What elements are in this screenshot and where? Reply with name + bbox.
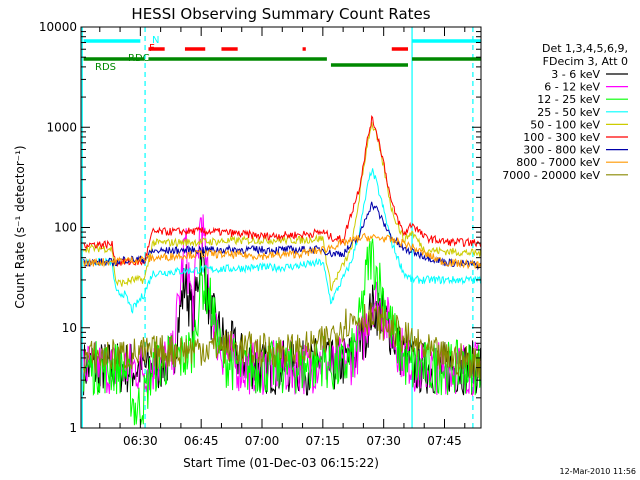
legend-header-line-1: Det 1,3,4,5,6,9,	[542, 42, 628, 55]
legend-label-1: 6 - 12 keV	[544, 81, 600, 94]
chart-title: HESSI Observing Summary Count Rates	[131, 5, 430, 23]
x-tick-label-0: 06:30	[123, 434, 158, 448]
y-tick-label-2: 100	[54, 221, 77, 235]
series-line-3	[83, 168, 482, 314]
legend-header-line-2: FDecim 3, Att 0	[543, 55, 628, 68]
legend-label-6: 300 - 800 keV	[523, 144, 600, 157]
legend-label-0: 3 - 6 keV	[551, 68, 600, 81]
axes: 1 10 100 1000 10000 06:30 06:45 07:00 07:15 07:30…	[39, 20, 482, 448]
series-layer	[83, 114, 482, 426]
y-tick-label-0: 1	[69, 421, 77, 435]
x-tick-label-5: 07:45	[427, 434, 462, 448]
series-line-6	[83, 201, 482, 271]
legend-label-5: 100 - 300 keV	[523, 131, 600, 144]
y-tick-label-3: 1000	[46, 120, 77, 134]
series-line-4	[83, 121, 482, 292]
flag-label-rds: RDS	[95, 62, 116, 73]
y-axis-label: Count Rate (s⁻¹ detector⁻¹)	[13, 145, 27, 308]
x-tick-label-3: 07:15	[306, 434, 341, 448]
series-line-8	[83, 302, 482, 380]
flag-label-rdc: RDC	[128, 53, 150, 64]
y-tick-label-4: 10000	[39, 20, 77, 34]
legend-label-2: 12 - 25 keV	[537, 93, 600, 106]
legend-label-7: 800 - 7000 keV	[516, 156, 600, 169]
flag-label-n: N	[152, 35, 159, 46]
series-line-5	[83, 114, 482, 268]
legend-label-8: 7000 - 20000 keV	[502, 169, 600, 182]
x-tick-label-1: 06:45	[184, 434, 219, 448]
y-tick-label-1: 10	[62, 321, 77, 335]
series-line-7	[83, 232, 482, 270]
legend-label-3: 25 - 50 keV	[537, 106, 600, 119]
flag-label-f: F	[149, 43, 155, 54]
x-tick-label-2: 07:00	[245, 434, 280, 448]
x-tick-label-4: 07:30	[366, 434, 401, 448]
series-line-2	[83, 238, 482, 426]
legend: Det 1,3,4,5,6,9, FDecim 3, Att 0 3 - 6 k…	[502, 42, 628, 182]
legend-label-4: 50 - 100 keV	[530, 118, 600, 131]
x-axis-label: Start Time (01-Dec-03 06:15:22)	[183, 456, 379, 470]
footer-timestamp: 12-Mar-2010 11:56	[560, 467, 637, 476]
